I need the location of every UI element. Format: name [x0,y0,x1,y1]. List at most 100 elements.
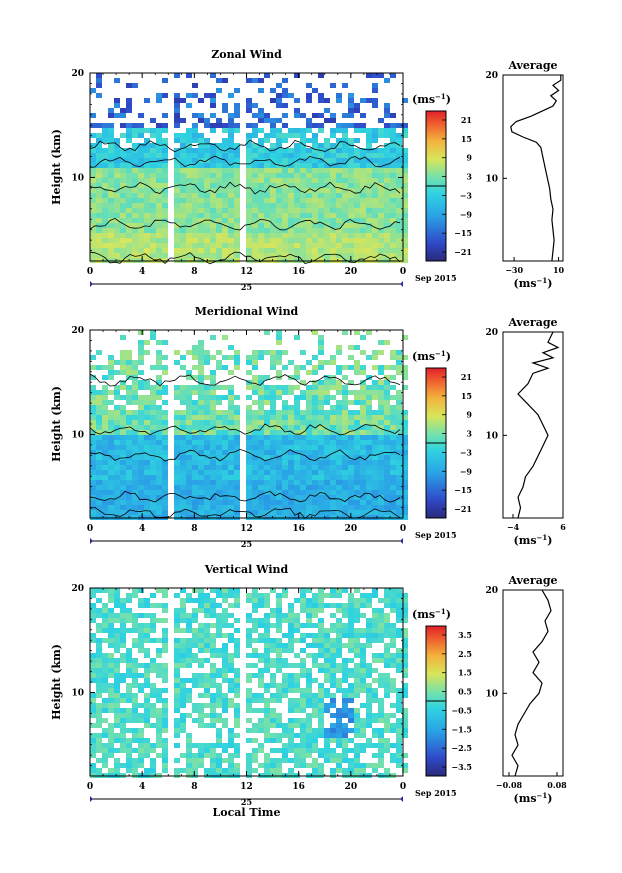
heatmap-cell [288,218,294,223]
heatmap-cell [96,748,102,753]
heatmap-cell [114,698,120,703]
heatmap-cell [174,203,180,208]
heatmap-cell [210,718,216,723]
heatmap-cell [348,628,354,633]
heatmap-cell [96,668,102,673]
heatmap-cell [360,465,366,470]
heatmap-cell [342,400,348,405]
heatmap-cell [372,410,378,415]
heatmap-cell [270,693,276,698]
heatmap-cell [342,385,348,390]
heatmap-cell [222,613,228,618]
heatmap-cell [330,485,336,490]
heatmap-cell [396,248,402,253]
heatmap-cell [264,505,270,510]
heatmap-cell [108,435,114,440]
heatmap-cell [288,623,294,628]
heatmap-cell [330,753,336,758]
heatmap-cell [378,628,384,633]
heatmap-cell [402,515,408,520]
heatmap-cell [264,450,270,455]
heatmap-cell [156,243,162,248]
heatmap-cell [378,505,384,510]
heatmap-cell [282,213,288,218]
heatmap-cell [300,475,306,480]
heatmap-cell [228,753,234,758]
heatmap-cell [174,658,180,663]
x-tick-label: 0 [400,524,406,534]
heatmap-cell [390,678,396,683]
heatmap-cell [126,445,132,450]
heatmap-cell [150,213,156,218]
heatmap-cell [186,510,192,515]
heatmap-cell [186,470,192,475]
heatmap-cell [180,153,186,158]
heatmap-cell [342,673,348,678]
heatmap-cell [102,435,108,440]
heatmap-cell [216,420,222,425]
heatmap-cell [336,648,342,653]
heatmap-cell [402,198,408,203]
heatmap-cell [120,618,126,623]
heatmap-cell [402,415,408,420]
heatmap-cell [162,603,168,608]
heatmap-cell [120,598,126,603]
heatmap-cell [282,365,288,370]
heatmap-cell [222,693,228,698]
heatmap-cell [366,223,372,228]
heatmap-cell [150,505,156,510]
heatmap-cell [174,728,180,733]
heatmap-cell [126,243,132,248]
heatmap-cell [138,688,144,693]
heatmap-cell [132,143,138,148]
heatmap-cell [390,178,396,183]
heatmap-cell [306,485,312,490]
heatmap-cell [246,183,252,188]
heatmap-cell [312,653,318,658]
heatmap-cell [192,435,198,440]
heatmap-cell [288,385,294,390]
heatmap-cell [114,628,120,633]
heatmap-cell [300,733,306,738]
heatmap-cell [258,475,264,480]
heatmap-cell [162,203,168,208]
heatmap-cell [96,173,102,178]
heatmap-cell [138,143,144,148]
heatmap-cell [366,688,372,693]
heatmap-cell [144,455,150,460]
heatmap-cell [384,103,390,108]
heatmap-cell [96,193,102,198]
heatmap-cell [258,658,264,663]
heatmap-cell [348,445,354,450]
heatmap-cell [192,633,198,638]
heatmap-cell [252,758,258,763]
heatmap-cell [120,450,126,455]
heatmap-cell [396,360,402,365]
heatmap-cell [192,643,198,648]
heatmap-cell [96,608,102,613]
heatmap-cell [270,480,276,485]
heatmap-cell [372,213,378,218]
heatmap-cell [396,743,402,748]
heatmap-cell [138,430,144,435]
heatmap-cell [204,638,210,643]
heatmap-cell [294,133,300,138]
heatmap-cell [96,758,102,763]
heatmap-cell [330,678,336,683]
x-tick-label: 8 [191,524,197,534]
heatmap-cell [294,698,300,703]
average-title: Average [507,574,557,587]
heatmap-cell [96,148,102,153]
heatmap-cell [174,593,180,598]
heatmap-cell [114,410,120,415]
heatmap-cell [234,733,240,738]
heatmap-cell [396,355,402,360]
heatmap-cell [192,243,198,248]
heatmap-cell [234,108,240,113]
heatmap-cell [246,138,252,143]
heatmap-cell [384,633,390,638]
heatmap-cell [312,113,318,118]
heatmap-cell [96,623,102,628]
heatmap-cell [222,108,228,113]
heatmap-cell [294,663,300,668]
